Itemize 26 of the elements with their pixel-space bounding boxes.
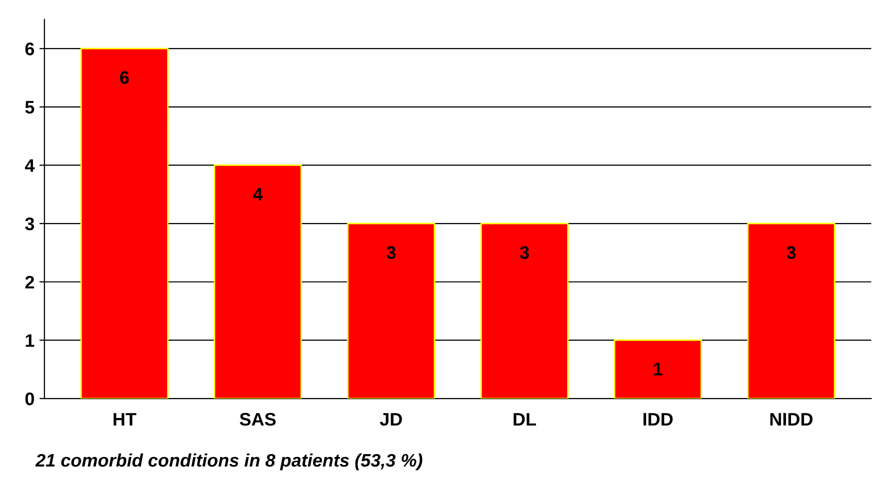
data-label: 6 <box>120 71 129 84</box>
y-tick-label: 0 <box>25 392 34 406</box>
bar <box>614 340 702 399</box>
bar <box>480 222 569 399</box>
bar <box>347 222 436 399</box>
x-tick-label: JD <box>380 413 402 426</box>
data-label: 3 <box>520 246 529 259</box>
y-tick-label: 6 <box>25 42 34 56</box>
y-tick-label: 3 <box>25 217 34 230</box>
y-tick-label: 2 <box>25 276 34 288</box>
x-tick-label: NIDD <box>770 413 813 426</box>
x-tick-label: IDD <box>644 413 673 426</box>
y-tick-label: 5 <box>25 101 34 114</box>
x-tick-label: SAS <box>240 412 276 426</box>
text: 21 comorbid conditions in 8 patients (53,3 %) <box>35 453 422 470</box>
data-label: 1 <box>654 362 662 376</box>
x-tick-label: DL <box>514 413 536 426</box>
bar <box>214 164 302 399</box>
x-tick-label: HT <box>114 413 136 426</box>
y-tick-label: 1 <box>26 334 34 347</box>
bar <box>747 222 836 399</box>
data-label: 3 <box>386 246 396 259</box>
bar <box>80 48 168 399</box>
data-label: 4 <box>253 188 263 200</box>
y-tick-label: 4 <box>24 159 35 172</box>
data-label: 3 <box>786 246 796 259</box>
